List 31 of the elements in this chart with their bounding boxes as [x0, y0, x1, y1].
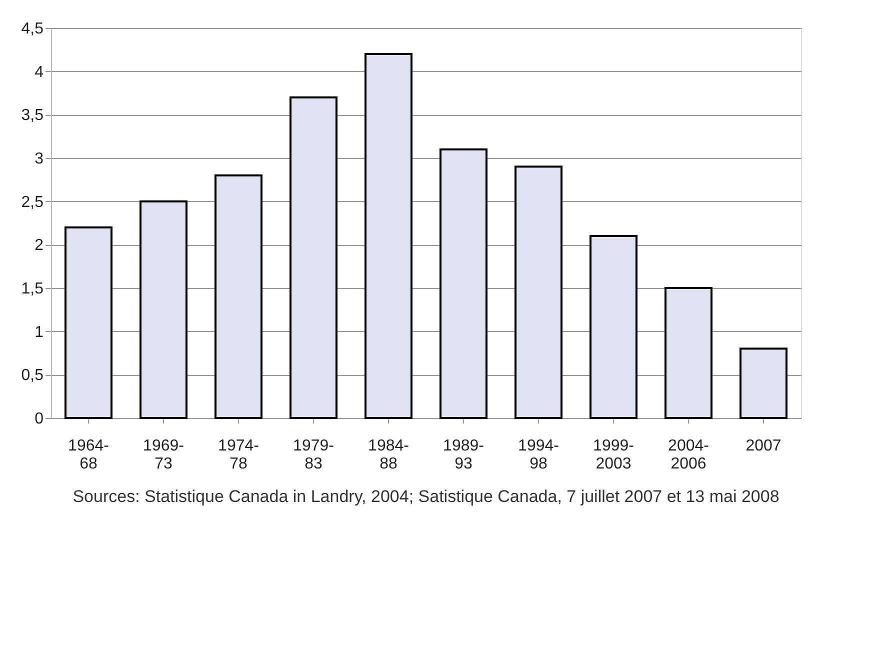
bar: [140, 200, 188, 419]
x-tick-label: 1999-2003: [593, 438, 634, 472]
y-tick-label: 0,5: [21, 367, 44, 384]
y-tick-label: 1: [34, 324, 44, 341]
y-tick-label: 4,5: [21, 20, 44, 38]
x-tick-label: 1969-73: [143, 438, 184, 472]
x-tick-label: 2004-2006: [668, 438, 709, 472]
x-tick-label: 1989-93: [443, 438, 484, 472]
y-tick-label: 3: [34, 150, 44, 168]
x-tick-label: 1974-78: [218, 438, 259, 472]
y-tick-label: 1,5: [21, 280, 44, 298]
bar: [440, 148, 488, 419]
y-tick-label: 2: [34, 237, 44, 254]
x-tick-label: 1979-83: [293, 438, 334, 472]
bar: [64, 226, 112, 419]
y-tick-label: 0: [34, 410, 44, 428]
bar: [290, 96, 338, 419]
x-tick-label: 2007: [746, 438, 782, 454]
bar: [740, 348, 788, 419]
x-tick-label: 1964-68: [68, 438, 109, 472]
y-tick-label: 3,5: [21, 107, 44, 124]
bar: [590, 235, 638, 419]
source-note: Sources: Statistique Canada in Landry, 2004; Satistique Canada, 7 juillet 2007 et 13 mai 2008: [72, 487, 780, 506]
bar: [364, 53, 412, 419]
y-tick-label: 2,5: [21, 194, 44, 211]
y-tick-label: 4: [34, 64, 44, 81]
x-tick-label: 1984-88: [368, 438, 409, 472]
x-tick-label: 1994-98: [518, 438, 559, 472]
bar: [214, 174, 262, 419]
bar: [664, 287, 712, 419]
bar: [514, 166, 562, 419]
